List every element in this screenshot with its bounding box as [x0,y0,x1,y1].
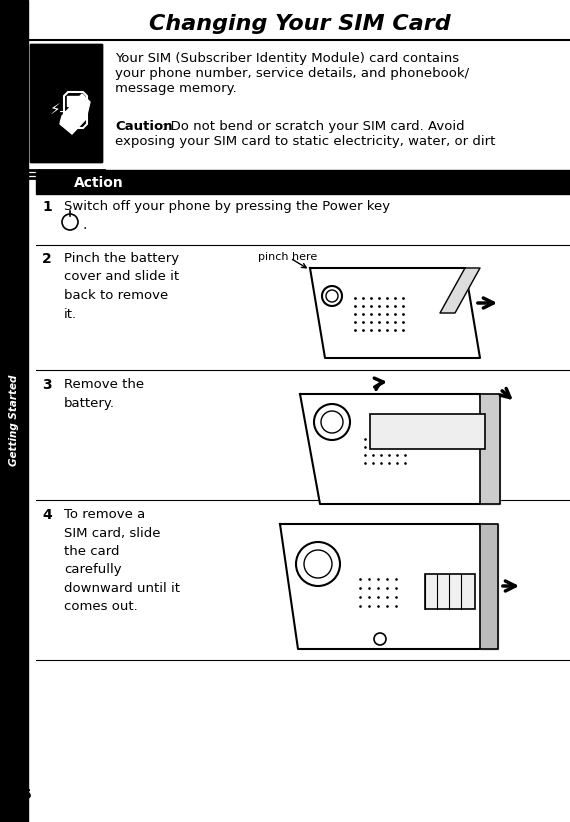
Bar [425,574,475,609]
Text: pinch here: pinch here [258,252,317,262]
Polygon shape [480,524,498,649]
Text: Getting Started: Getting Started [9,374,19,466]
Text: Action: Action [74,176,124,190]
Text: To remove a
SIM card, slide
the card
carefully
downward until it
comes out.: To remove a SIM card, slide the card car… [64,508,180,613]
Text: 2: 2 [42,252,52,266]
Text: 4: 4 [42,508,52,522]
Text: your phone number, service details, and phonebook/: your phone number, service details, and … [115,67,469,80]
Bar [67,96,84,106]
Text: Caution: Caution [115,120,173,133]
Text: ⚡: ⚡ [50,102,61,117]
Text: Switch off your phone by pressing the Power key: Switch off your phone by pressing the Po… [64,200,390,213]
Text: Pinch the battery
cover and slide it
back to remove
it.: Pinch the battery cover and slide it bac… [64,252,179,321]
Polygon shape [480,394,500,504]
Bar [370,414,485,449]
Text: Your SIM (Subscriber Identity Module) card contains: Your SIM (Subscriber Identity Module) ca… [115,52,459,65]
Text: exposing your SIM card to static electricity, water, or dirt: exposing your SIM card to static electri… [115,135,495,148]
Text: : Do not bend or scratch your SIM card. Avoid: : Do not bend or scratch your SIM card. … [162,120,465,133]
Bar [0,0,28,822]
Text: .: . [82,218,87,232]
Text: 16: 16 [13,788,32,802]
Text: 𝕫: 𝕫 [58,107,70,126]
Polygon shape [280,524,498,649]
Polygon shape [300,394,500,504]
Text: 16: 16 [13,788,32,802]
Text: Changing Your SIM Card: Changing Your SIM Card [149,14,451,34]
Text: 3: 3 [42,378,52,392]
Bar [30,44,102,162]
Polygon shape [310,268,480,358]
Text: Remove the
battery.: Remove the battery. [64,378,144,409]
Bar [30,44,102,162]
Polygon shape [440,268,480,313]
Text: message memory.: message memory. [115,82,237,95]
Text: 1: 1 [42,200,52,214]
Bar [36,170,570,194]
Polygon shape [60,94,90,134]
